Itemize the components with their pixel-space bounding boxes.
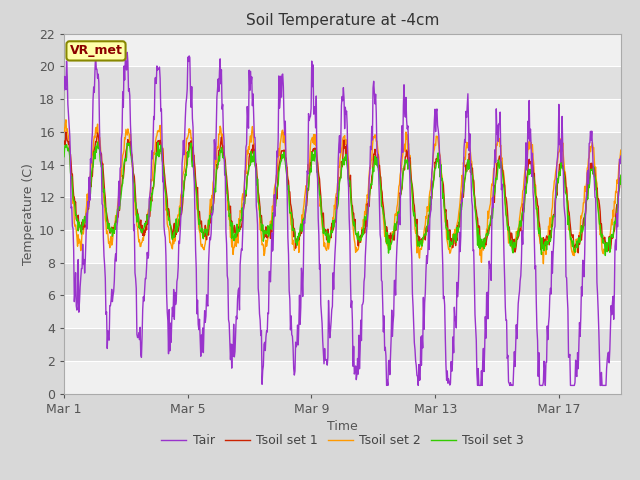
Tsoil set 2	[511, 248, 518, 254]
Tsoil set 1	[617, 179, 625, 184]
Tsoil set 3	[93, 139, 101, 145]
Tair	[617, 153, 625, 159]
Tsoil set 1	[264, 235, 271, 241]
Tsoil set 2	[293, 240, 301, 246]
Tair	[80, 257, 88, 263]
Tsoil set 1	[574, 250, 582, 256]
Line: Tsoil set 1: Tsoil set 1	[64, 132, 621, 253]
Tair	[293, 342, 301, 348]
Tsoil set 3	[293, 242, 301, 248]
Tsoil set 2	[617, 147, 625, 153]
Line: Tair: Tair	[64, 52, 621, 385]
Tsoil set 2	[192, 180, 200, 186]
Bar	[64, 34, 621, 66]
Tair	[192, 248, 200, 253]
Bar	[64, 263, 621, 295]
Tsoil set 3	[192, 183, 200, 189]
Tsoil set 2	[81, 214, 88, 219]
Tsoil set 1	[60, 141, 68, 147]
Tsoil set 1	[192, 177, 200, 182]
Tsoil set 1	[376, 173, 384, 179]
Bar	[64, 66, 621, 99]
Tair	[511, 364, 519, 370]
Tsoil set 1	[81, 224, 88, 230]
Tsoil set 1	[293, 236, 301, 242]
Tsoil set 3	[80, 218, 88, 224]
Tsoil set 3	[60, 154, 68, 159]
Tsoil set 2	[62, 117, 70, 123]
Tair	[60, 87, 68, 93]
Bar	[64, 132, 621, 165]
Tsoil set 2	[264, 240, 271, 245]
Tsoil set 3	[264, 229, 271, 235]
Bar	[64, 197, 621, 230]
Legend: Tair, Tsoil set 1, Tsoil set 2, Tsoil set 3: Tair, Tsoil set 1, Tsoil set 2, Tsoil se…	[156, 429, 529, 452]
Title: Soil Temperature at -4cm: Soil Temperature at -4cm	[246, 13, 439, 28]
Y-axis label: Temperature (C): Temperature (C)	[22, 163, 35, 264]
Bar	[64, 165, 621, 197]
Bar	[64, 295, 621, 328]
Line: Tsoil set 2: Tsoil set 2	[64, 120, 621, 264]
Tsoil set 3	[602, 252, 609, 258]
Tsoil set 3	[617, 172, 625, 178]
Tair	[124, 49, 131, 55]
Tsoil set 1	[62, 129, 70, 135]
Tair	[383, 383, 390, 388]
X-axis label: Time: Time	[327, 420, 358, 433]
Tair	[376, 232, 384, 238]
Tsoil set 3	[511, 240, 518, 246]
Bar	[64, 99, 621, 132]
Tair	[264, 329, 271, 335]
Tsoil set 2	[60, 125, 68, 131]
Bar	[64, 328, 621, 361]
Tsoil set 1	[511, 237, 518, 242]
Text: VR_met: VR_met	[70, 44, 122, 58]
Tsoil set 2	[540, 261, 547, 266]
Line: Tsoil set 3: Tsoil set 3	[64, 142, 621, 255]
Bar	[64, 230, 621, 263]
Tsoil set 3	[376, 181, 384, 187]
Tsoil set 2	[376, 174, 384, 180]
Bar	[64, 361, 621, 394]
